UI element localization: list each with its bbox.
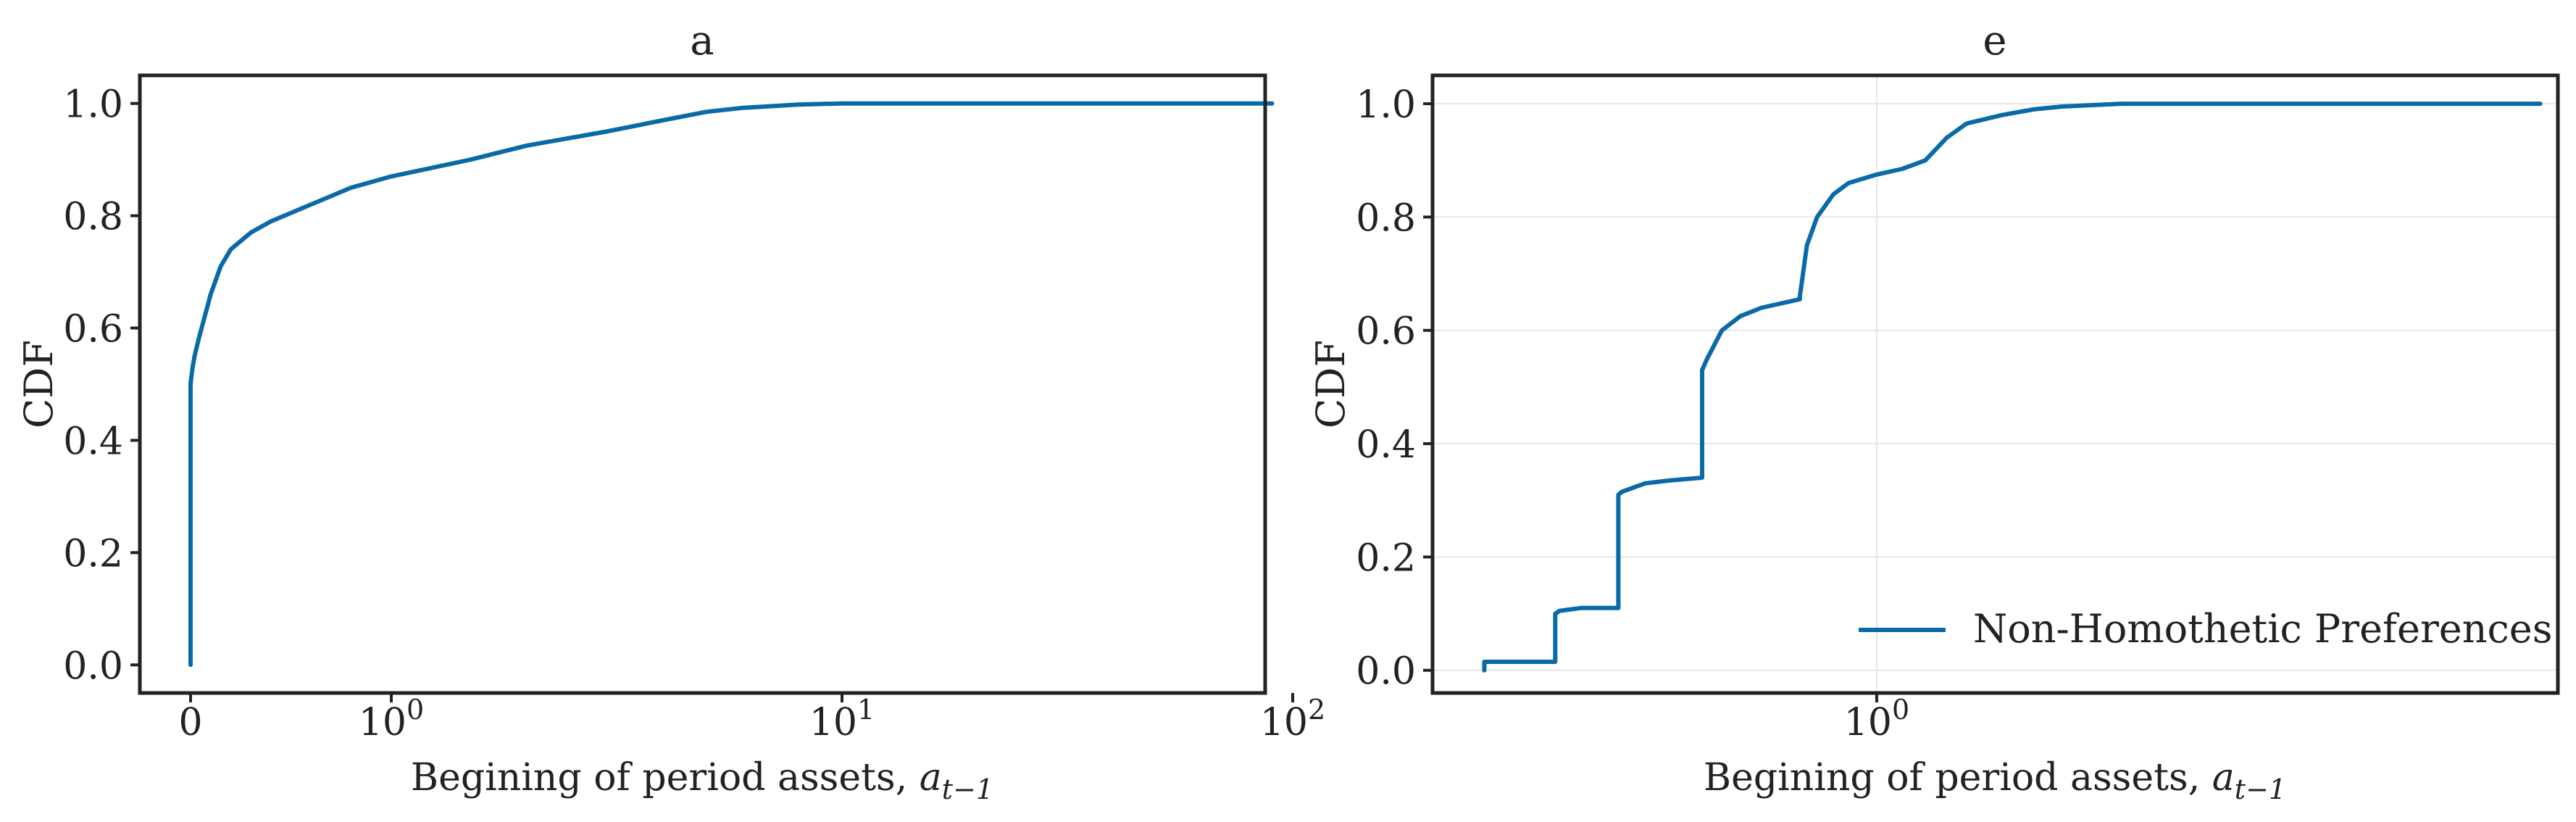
left-y-tick-label: 0.8 — [63, 196, 123, 239]
left-x-tick-label: 0 — [178, 701, 202, 744]
right-x-tick-base: 10 — [1844, 701, 1892, 744]
left-y-tick-label: 0.2 — [63, 532, 123, 576]
right-x-tick-label: 100 — [1844, 694, 1909, 744]
left-x-tick-exponent: 0 — [407, 694, 424, 726]
left-x-tick-exponent: 1 — [857, 694, 875, 726]
right-y-axis-label: CDF — [1308, 340, 1354, 428]
right-y-tick-label: 0.4 — [1356, 423, 1416, 467]
left-y-axis-label: CDF — [16, 340, 62, 428]
right-y-tick-label: 1.0 — [1356, 83, 1416, 127]
left-x-tick-label: 101 — [809, 694, 875, 744]
left-ticks: 0.00.20.40.60.81.00 100 101 102 — [63, 83, 1325, 744]
left-x-tick-label: 100 — [359, 694, 424, 744]
legend: Non-Homothetic Preferences — [1859, 606, 2552, 652]
left-x-tick-base: 0 — [178, 701, 202, 744]
left-x-tick-label: 102 — [1260, 694, 1325, 744]
left-plot-frame — [138, 73, 1267, 695]
legend-label: Non-Homothetic Preferences — [1973, 606, 2552, 652]
right-grid — [1433, 75, 2558, 693]
right-y-tick-label: 0.2 — [1356, 536, 1416, 580]
right-x-axis-label-var: a — [2212, 756, 2235, 800]
right-y-tick-label: 0.6 — [1356, 310, 1416, 354]
right-x-axis-label-text: Begining of period assets, — [1704, 756, 2212, 800]
left-x-tick-base: 10 — [359, 701, 407, 744]
left-y-tick-label: 0.4 — [63, 420, 123, 463]
left-x-tick-base: 10 — [1260, 701, 1308, 744]
right-x-axis-label: Begining of period assets, at−1 — [1704, 756, 2286, 805]
right-y-tick-label: 0.8 — [1356, 196, 1416, 240]
right-x-axis-label-sub: t−1 — [2235, 773, 2286, 805]
left-x-tick-base: 10 — [809, 701, 857, 744]
left-cdf-line — [188, 101, 1275, 668]
left-series-layer — [188, 101, 1275, 668]
left-y-tick-label: 0.0 — [63, 644, 123, 688]
right-chart-title: e — [1983, 17, 2006, 65]
left-x-axis-label: Begining of period assets, at−1 — [411, 756, 993, 805]
right-series-layer — [1482, 101, 2543, 673]
left-chart-panel: 0.00.20.40.60.81.00 100 101 102 a CDF Begin… — [16, 17, 1325, 805]
left-y-tick-label: 1.0 — [63, 83, 123, 127]
left-x-tick-exponent: 2 — [1308, 694, 1325, 726]
left-chart-title: a — [690, 17, 714, 65]
right-y-tick-label: 0.0 — [1356, 650, 1416, 694]
left-y-tick-label: 0.6 — [63, 308, 123, 352]
right-plot-frame — [1430, 73, 2560, 695]
right-x-tick-exponent: 0 — [1892, 694, 1909, 726]
left-x-axis-label-sub: t−1 — [942, 773, 993, 805]
left-x-axis-label-text: Begining of period assets, — [411, 756, 920, 800]
left-x-axis-label-var: a — [920, 756, 942, 800]
right-ticks: 0.0 0.2 0.4 0.6 0.8 1.0 100 — [1356, 83, 1909, 744]
right-cdf-line — [1482, 101, 2543, 673]
right-chart-panel: 0.0 0.2 0.4 0.6 0.8 1.0 100 e CDF Begining of … — [1308, 17, 2560, 805]
